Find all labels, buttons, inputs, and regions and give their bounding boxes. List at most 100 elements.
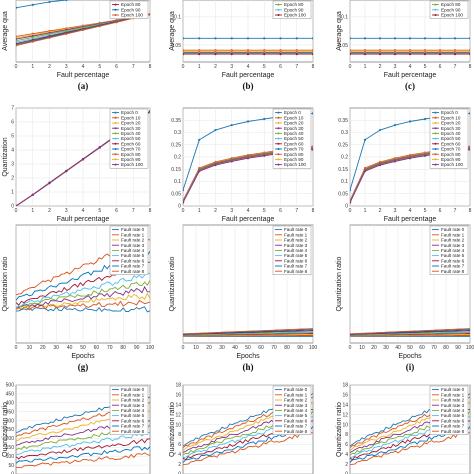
legend-entry: Fault rate 6 [121, 418, 145, 423]
y-tick-label: 0.25 [338, 142, 348, 148]
series-line-0 [16, 0, 71, 9]
y-tick-label: 500 [6, 383, 15, 389]
x-tick-label: 1 [31, 64, 34, 70]
data-point [468, 148, 470, 151]
x-tick-label: 7 [454, 64, 457, 70]
legend-marker [114, 122, 117, 124]
legend-entry: Fault rate 0 [284, 387, 308, 392]
legend-entry: Fault rate 4 [121, 248, 145, 253]
x-tick-label: 40 [67, 345, 73, 351]
chart-panel-f: 0 1 2 3 4 5 6 7 8 0 0.05 0.1 0.15 0.2 0.25 0.3 0.35 Fault… [338, 107, 472, 235]
legend-entry: Fault rate 0 [121, 387, 145, 392]
x-tick-label: 2 [379, 208, 382, 214]
legend-entry: Fault rate 7 [441, 264, 465, 269]
x-tick-label: 4 [82, 208, 85, 214]
data-point [183, 201, 185, 204]
x-tick-label: 7 [295, 208, 298, 214]
data-point [183, 37, 185, 40]
x-tick-label: 2 [48, 64, 51, 70]
legend-entry: Epoch 10 [441, 115, 461, 120]
data-point [230, 124, 233, 127]
data-point [350, 188, 352, 192]
legend-entry: Fault rate 4 [121, 408, 145, 413]
y-tick-label: 0 [345, 204, 348, 210]
legend-entry: Epoch 0 [441, 110, 458, 115]
y-axis-label: Quantization ratio [2, 402, 9, 457]
legend-entry: Fault rate 3 [284, 403, 308, 408]
x-tick-label: 0 [349, 208, 352, 214]
data-point [350, 201, 352, 204]
x-tick-label: 8 [312, 208, 315, 214]
y-tick-label: 6 [345, 442, 348, 448]
legend-entry: Epoch 40 [441, 131, 461, 136]
y-tick-label: 0.2 [174, 155, 181, 161]
y-tick-label: 0.05 [338, 191, 348, 197]
legend-entry: Fault rate 1 [284, 392, 308, 397]
x-tick-label: 1 [364, 208, 367, 214]
y-axis-label: Quantization ratio [169, 402, 176, 457]
data-point [311, 148, 313, 151]
legend-entry: Fault rate 6 [441, 258, 465, 263]
x-tick-label: 0 [182, 64, 185, 70]
x-tick-label: 8 [469, 64, 472, 70]
data-point [311, 37, 313, 40]
y-tick-label: 0.2 [341, 155, 348, 161]
x-tick-label: 20 [371, 345, 377, 351]
chart-panel-i: 0 10 20 30 40 50 60 70 80 90 100 Epochs Quantization… [336, 224, 474, 372]
data-point [263, 37, 266, 40]
x-tick-label: 80 [443, 345, 449, 351]
legend-entry: Epoch 60 [284, 141, 304, 146]
data-point [408, 53, 412, 56]
legend-entry: Epoch 20 [284, 121, 304, 126]
legend-marker [434, 122, 437, 124]
x-tick-label: 2 [214, 64, 217, 70]
legend-entry: Fault rate 1 [121, 232, 145, 237]
y-tick-label: 0.1 [341, 15, 348, 21]
data-point [393, 53, 397, 56]
data-point [16, 6, 18, 9]
legend-entry: Fault rate 1 [121, 392, 145, 397]
x-axis-label: Fault percentage [57, 216, 110, 223]
legend-entry: Epoch 0 [121, 110, 138, 115]
y-tick-label: 5 [11, 134, 14, 140]
series-line-0 [16, 306, 150, 313]
y-axis-label: Average qua [2, 11, 9, 51]
x-tick-label: 4 [247, 208, 250, 214]
legend-marker [114, 158, 117, 161]
series-group [16, 0, 150, 47]
chart-panel-b: 0 1 2 3 4 5 6 7 8 0.05 0.1 Fault percentage Average … [169, 0, 315, 91]
legend-marker [434, 127, 437, 130]
x-tick-label: 2 [48, 208, 51, 214]
y-tick-label: 2 [345, 462, 348, 468]
legend-entry: Epoch 30 [284, 126, 304, 131]
chart-panel-a: 0 1 2 3 4 5 6 7 8 Fault percentage Average qua (a) E… [2, 0, 152, 91]
x-tick-label: 7 [454, 208, 457, 214]
chart-panel-e: 0 1 2 3 4 5 6 7 8 0 0.05 0.1 0.15 0.2 0.25 0.3 0.35 Fault… [171, 107, 315, 235]
legend-entry: Epoch 70 [441, 147, 461, 152]
legend-entry: Fault rate 7 [284, 424, 308, 429]
data-point [31, 193, 34, 196]
legend-entry: Fault rate 8 [284, 429, 308, 434]
data-point [311, 112, 313, 115]
legend-marker [277, 132, 280, 135]
data-point [363, 53, 367, 56]
legend-box [109, 0, 149, 19]
legend-entry: Epoch 30 [121, 126, 141, 131]
legend-marker [277, 153, 280, 156]
legend-entry: Fault rate 2 [441, 398, 465, 403]
y-tick-label: 0.25 [171, 142, 181, 148]
legend-marker [277, 163, 280, 166]
x-tick-label: 5 [263, 208, 266, 214]
y-tick-label: 0 [11, 472, 14, 474]
y-axis-label: Quantization ratio [2, 256, 9, 311]
panel-label: (b) [243, 81, 254, 91]
y-tick-label: 14 [175, 402, 181, 408]
y-tick-label: 300 [6, 418, 15, 424]
legend-entry: Epoch 90 [441, 157, 461, 162]
data-point [408, 157, 412, 160]
data-point [183, 188, 185, 192]
series-line-5 [183, 331, 313, 336]
